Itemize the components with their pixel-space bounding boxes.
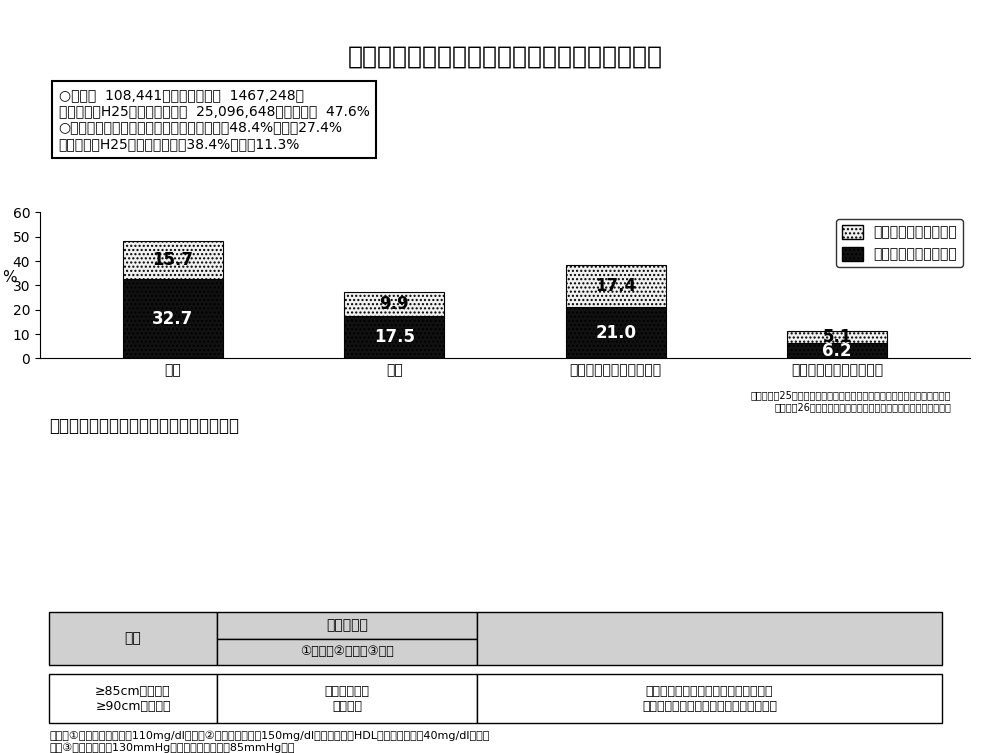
Text: ①血糖　②脂質　③血圧: ①血糖 ②脂質 ③血圧 (300, 645, 394, 658)
Text: 6.2: 6.2 (822, 342, 852, 360)
Y-axis label: %: % (3, 270, 17, 285)
Text: 21.0: 21.0 (595, 324, 636, 342)
Bar (566, 265, 666, 307)
Text: 出典：平成25年度特定健康診査・特定保健指導の実施状況に関するデータ
及び平成26年度地域保健・健康増進事業報告より保護葉にて作成: 出典：平成25年度特定健康診査・特定保健指導の実施状況に関するデータ 及び平成2… (751, 391, 951, 412)
Bar (123, 279, 223, 358)
Text: Ｈ２６年度　健康増進法による健康診査の結果: Ｈ２６年度 健康増進法による健康診査の結果 (348, 44, 662, 69)
Text: （＊）①血糖：空腹時血糖110mg/dl以上、②脂質：中性脂肪150mg/dl以上、またはHDLコレステロール40mg/dl未満、
　　③血圧：収縮期130mm: （＊）①血糖：空腹時血糖110mg/dl以上、②脂質：中性脂肪150mg/dl以… (49, 730, 490, 753)
Text: 15.7: 15.7 (152, 251, 193, 269)
Text: 5.1: 5.1 (822, 328, 852, 346)
Text: ≥85cm（男性）
≥90cm（女性）: ≥85cm（男性） ≥90cm（女性） (95, 684, 171, 712)
Text: メタボリックシンドローム基準該当者
メタボリックシンドローム予備群該当者: メタボリックシンドローム基準該当者 メタボリックシンドローム予備群該当者 (642, 684, 777, 712)
Legend: 内臓脂肪症候群予備群, 内臓脂肪症候群該当者: 内臓脂肪症候群予備群, 内臓脂肪症候群該当者 (836, 219, 963, 267)
Text: 腹囲: 腹囲 (125, 632, 141, 645)
Text: 追加リスク: 追加リスク (326, 618, 368, 633)
FancyBboxPatch shape (477, 674, 942, 724)
Text: ○受診者  108,441名、健診対象者  1467,248名
　（参考）H25特定健診受診者  25,096,648名、受診率  47.6%
○内臓脂肪症候群: ○受診者 108,441名、健診対象者 1467,248名 （参考）H25特定健… (59, 88, 369, 151)
FancyBboxPatch shape (217, 639, 477, 665)
Bar (344, 316, 444, 358)
FancyBboxPatch shape (477, 612, 942, 665)
FancyBboxPatch shape (217, 674, 477, 724)
Text: 17.4: 17.4 (595, 277, 636, 295)
FancyBboxPatch shape (49, 612, 217, 665)
Text: 〈メタボリックシンドロームの判定基準〉: 〈メタボリックシンドロームの判定基準〉 (49, 416, 239, 434)
Text: 9.9: 9.9 (379, 294, 409, 312)
Bar (787, 331, 887, 343)
Bar (123, 241, 223, 279)
FancyBboxPatch shape (217, 612, 477, 639)
FancyBboxPatch shape (49, 674, 217, 724)
Text: 32.7: 32.7 (152, 309, 193, 328)
Bar (566, 307, 666, 358)
Bar (787, 343, 887, 358)
Text: ２つ以上該当
１つ該当: ２つ以上該当 １つ該当 (324, 684, 369, 712)
Bar (344, 291, 444, 316)
Text: 17.5: 17.5 (374, 328, 415, 346)
